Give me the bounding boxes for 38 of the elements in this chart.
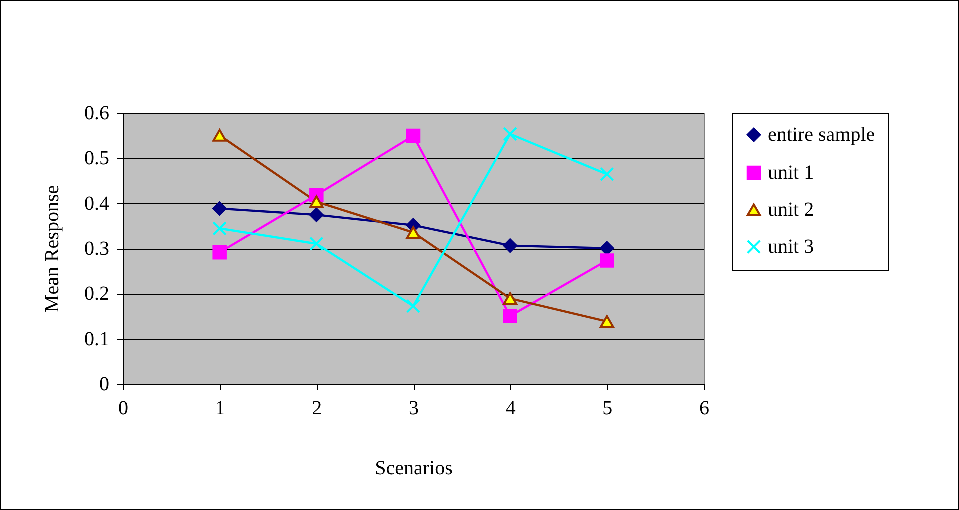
point bbox=[503, 292, 518, 305]
x-tick-label: 1 bbox=[215, 398, 226, 420]
legend-label: entire sample bbox=[768, 124, 876, 146]
x-tick-label: 3 bbox=[409, 398, 419, 420]
point bbox=[503, 238, 518, 253]
y-tick-label: 0.6 bbox=[84, 102, 110, 124]
point bbox=[600, 167, 614, 182]
y-tick-label: 0.4 bbox=[84, 192, 110, 215]
point bbox=[503, 309, 518, 324]
point bbox=[503, 127, 518, 142]
legend-label: unit 2 bbox=[768, 199, 814, 221]
point bbox=[406, 226, 421, 239]
point bbox=[212, 222, 227, 236]
x-tick-label: 2 bbox=[312, 398, 322, 420]
x-tick-label: 4 bbox=[506, 398, 516, 420]
point bbox=[310, 236, 324, 252]
x-tick-label: 0 bbox=[118, 398, 128, 420]
legend-label: unit 3 bbox=[768, 236, 814, 258]
point bbox=[212, 202, 227, 216]
y-tick-label: 0.1 bbox=[84, 328, 110, 350]
x-axis-title: Scenarios bbox=[375, 458, 454, 480]
point bbox=[600, 315, 614, 328]
y-tick-label: 0.2 bbox=[84, 283, 110, 306]
y-tick-label: 0.3 bbox=[84, 238, 110, 260]
point bbox=[406, 299, 421, 314]
x-tick-label: 5 bbox=[602, 398, 613, 420]
y-tick-label: 0 bbox=[100, 374, 110, 396]
y-tick-label: 0.5 bbox=[84, 148, 110, 170]
point bbox=[212, 245, 227, 260]
x-tick-label: 6 bbox=[700, 398, 710, 420]
point bbox=[600, 254, 614, 268]
point bbox=[600, 241, 614, 256]
point bbox=[406, 128, 421, 144]
point bbox=[310, 208, 324, 222]
y-axis-title: Mean Response bbox=[42, 185, 64, 313]
point bbox=[310, 196, 324, 208]
point bbox=[212, 129, 227, 142]
legend-label: unit 1 bbox=[768, 162, 814, 184]
